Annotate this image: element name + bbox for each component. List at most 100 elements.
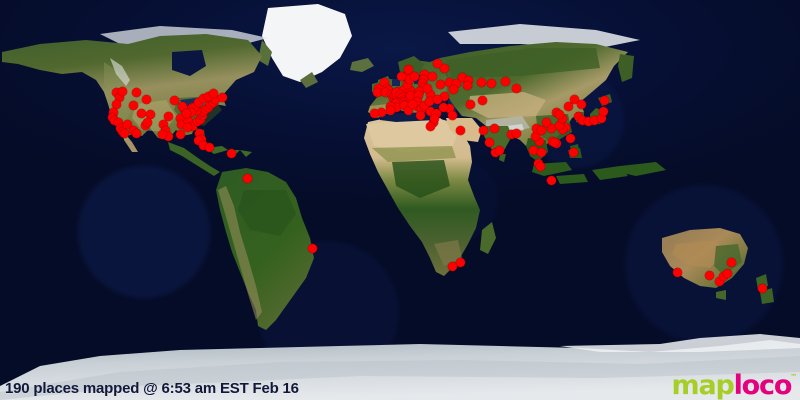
place-marker[interactable] xyxy=(541,117,551,127)
place-marker[interactable] xyxy=(431,108,441,118)
place-marker[interactable] xyxy=(486,78,496,88)
place-marker[interactable] xyxy=(158,119,168,129)
place-marker[interactable] xyxy=(448,84,458,94)
place-marker[interactable] xyxy=(573,111,583,121)
place-marker[interactable] xyxy=(175,129,185,139)
place-marker[interactable] xyxy=(208,88,218,98)
place-marker[interactable] xyxy=(506,129,516,139)
place-marker[interactable] xyxy=(385,105,395,115)
place-marker[interactable] xyxy=(145,109,155,119)
place-marker[interactable] xyxy=(182,122,192,132)
place-marker[interactable] xyxy=(599,95,609,105)
place-marker[interactable] xyxy=(380,87,390,97)
place-marker[interactable] xyxy=(399,100,409,110)
place-marker[interactable] xyxy=(447,261,457,271)
place-marker[interactable] xyxy=(419,69,429,79)
place-marker[interactable] xyxy=(372,87,382,97)
place-marker[interactable] xyxy=(114,92,124,102)
place-marker[interactable] xyxy=(439,91,449,101)
place-marker[interactable] xyxy=(369,108,379,118)
place-marker[interactable] xyxy=(117,86,127,96)
place-marker[interactable] xyxy=(511,83,521,93)
place-marker[interactable] xyxy=(583,116,593,126)
place-marker[interactable] xyxy=(183,116,193,126)
place-marker[interactable] xyxy=(113,117,123,127)
place-marker[interactable] xyxy=(451,78,461,88)
place-marker[interactable] xyxy=(554,109,564,119)
place-marker[interactable] xyxy=(163,131,173,141)
place-marker[interactable] xyxy=(478,125,488,135)
place-marker[interactable] xyxy=(187,121,197,131)
place-marker[interactable] xyxy=(577,115,587,125)
place-marker[interactable] xyxy=(511,128,521,138)
place-marker[interactable] xyxy=(546,175,556,185)
place-marker[interactable] xyxy=(489,123,499,133)
place-marker[interactable] xyxy=(726,257,736,267)
place-marker[interactable] xyxy=(203,91,213,101)
place-marker[interactable] xyxy=(189,102,199,112)
place-marker[interactable] xyxy=(210,94,220,104)
place-marker[interactable] xyxy=(396,71,406,81)
place-marker[interactable] xyxy=(598,106,608,116)
place-marker[interactable] xyxy=(409,71,419,81)
place-marker[interactable] xyxy=(111,87,121,97)
place-marker[interactable] xyxy=(596,113,606,123)
place-marker[interactable] xyxy=(136,108,146,118)
place-marker[interactable] xyxy=(563,101,573,111)
place-marker[interactable] xyxy=(407,99,417,109)
place-marker[interactable] xyxy=(122,119,132,129)
place-marker[interactable] xyxy=(198,140,208,150)
place-marker[interactable] xyxy=(131,87,141,97)
place-marker[interactable] xyxy=(424,96,434,106)
place-marker[interactable] xyxy=(439,63,449,73)
place-marker[interactable] xyxy=(432,94,442,104)
place-marker[interactable] xyxy=(194,128,204,138)
place-marker[interactable] xyxy=(376,107,386,117)
place-marker[interactable] xyxy=(175,113,185,123)
place-marker[interactable] xyxy=(186,107,196,117)
place-marker[interactable] xyxy=(568,147,578,157)
place-marker[interactable] xyxy=(198,93,208,103)
place-marker[interactable] xyxy=(476,77,486,87)
place-marker[interactable] xyxy=(405,90,415,100)
place-marker[interactable] xyxy=(163,111,173,121)
place-marker[interactable] xyxy=(704,270,714,280)
place-marker[interactable] xyxy=(169,95,179,105)
place-marker[interactable] xyxy=(530,131,540,141)
place-marker[interactable] xyxy=(226,148,236,158)
place-marker[interactable] xyxy=(457,72,467,82)
place-marker[interactable] xyxy=(193,97,203,107)
place-marker[interactable] xyxy=(425,121,435,131)
place-marker[interactable] xyxy=(549,137,559,147)
place-marker[interactable] xyxy=(402,79,412,89)
place-marker[interactable] xyxy=(536,125,546,135)
place-marker[interactable] xyxy=(404,74,414,84)
place-marker[interactable] xyxy=(429,113,439,123)
place-marker[interactable] xyxy=(391,102,401,112)
place-marker[interactable] xyxy=(425,106,435,116)
place-marker[interactable] xyxy=(534,136,544,146)
place-marker[interactable] xyxy=(722,268,732,278)
place-marker[interactable] xyxy=(419,100,429,110)
place-marker[interactable] xyxy=(672,267,682,277)
place-marker[interactable] xyxy=(528,145,538,155)
place-marker[interactable] xyxy=(193,135,203,145)
place-marker[interactable] xyxy=(412,96,422,106)
place-marker[interactable] xyxy=(714,276,724,286)
place-marker[interactable] xyxy=(435,79,445,89)
place-marker[interactable] xyxy=(536,147,546,157)
place-marker[interactable] xyxy=(427,71,437,81)
place-marker[interactable] xyxy=(455,125,465,135)
place-marker[interactable] xyxy=(413,90,423,100)
place-marker[interactable] xyxy=(463,75,473,85)
place-marker[interactable] xyxy=(477,95,487,105)
place-marker[interactable] xyxy=(379,77,389,87)
place-marker[interactable] xyxy=(455,257,465,267)
place-marker[interactable] xyxy=(438,102,448,112)
place-marker[interactable] xyxy=(399,84,409,94)
place-marker[interactable] xyxy=(307,243,317,253)
place-marker[interactable] xyxy=(131,128,141,138)
place-marker[interactable] xyxy=(181,108,191,118)
place-marker[interactable] xyxy=(403,64,413,74)
place-marker[interactable] xyxy=(119,128,129,138)
